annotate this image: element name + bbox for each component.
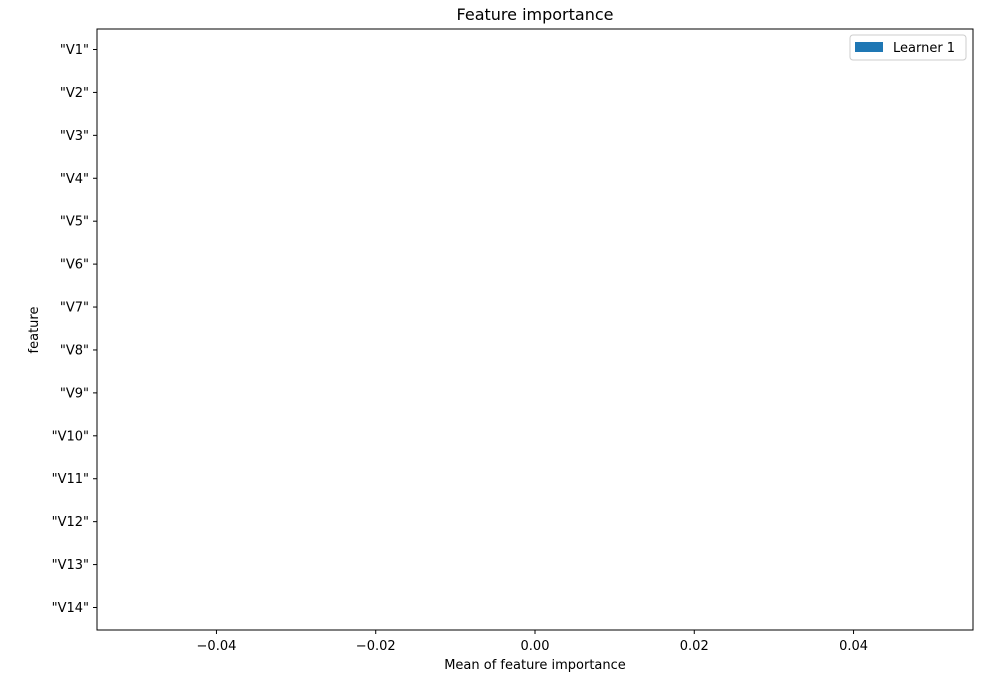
- y-tick-label: "V14": [52, 601, 89, 616]
- x-tick-label: 0.00: [521, 639, 550, 654]
- y-tick-label: "V3": [60, 129, 89, 144]
- legend: Learner 1: [849, 34, 967, 61]
- y-tick-label: "V5": [60, 215, 89, 230]
- x-axis-label: Mean of feature importance: [444, 658, 626, 673]
- chart-title: Feature importance: [457, 5, 614, 24]
- y-axis-ticks: "V1" "V2" "V3" "V4" "V5" "V6" "V7" "V8" "V9" "V10…: [52, 43, 97, 616]
- x-tick-label: 0.02: [680, 639, 709, 654]
- y-tick-label: "V2": [60, 86, 89, 101]
- legend-label-learner-1: Learner 1: [893, 41, 955, 56]
- y-tick-label: "V4": [60, 172, 89, 187]
- y-tick-label: "V13": [52, 558, 89, 573]
- y-tick-label: "V11": [52, 472, 89, 487]
- y-tick-label: "V12": [52, 515, 89, 530]
- y-tick-label: "V1": [60, 43, 89, 58]
- y-tick-label: "V8": [60, 343, 89, 358]
- x-tick-label: 0.04: [839, 639, 868, 654]
- legend-box: [849, 34, 967, 61]
- x-axis-ticks: −0.04 −0.02 0.00 0.02 0.04: [197, 630, 868, 654]
- y-tick-label: "V9": [60, 386, 89, 401]
- y-tick-label: "V6": [60, 258, 89, 273]
- legend-swatch-learner-1: [855, 42, 883, 52]
- x-tick-label: −0.02: [356, 639, 396, 654]
- y-tick-label: "V10": [52, 429, 89, 444]
- y-tick-label: "V7": [60, 301, 89, 316]
- y-axis-label: feature: [27, 307, 42, 354]
- x-tick-label: −0.04: [197, 639, 237, 654]
